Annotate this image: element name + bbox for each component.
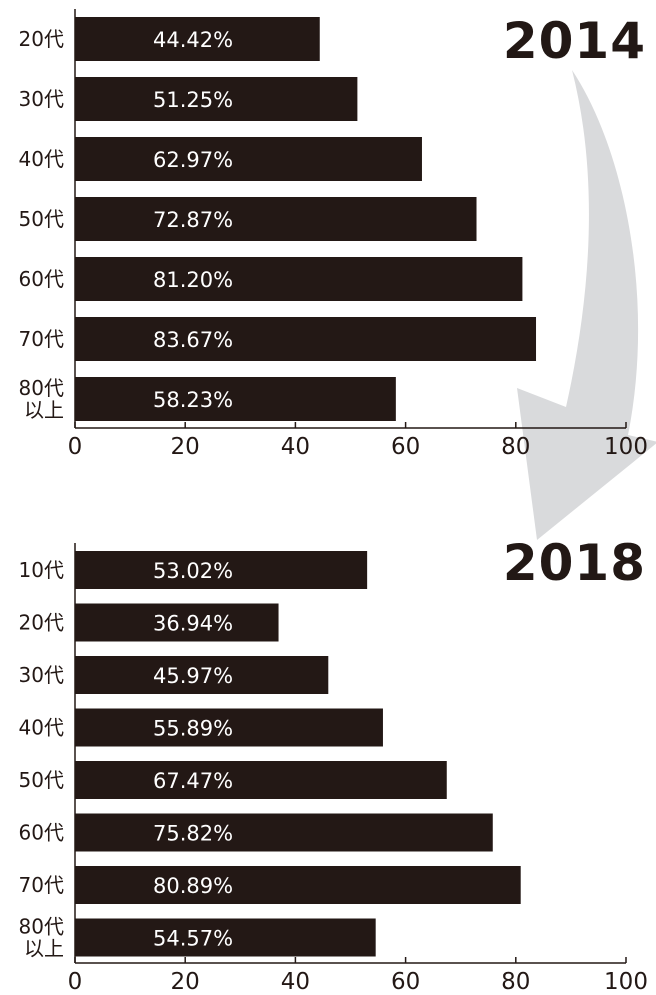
x-tick-label: 0	[68, 434, 83, 460]
bar	[75, 866, 521, 904]
category-label: 20代	[19, 27, 64, 51]
category-label: 70代	[19, 873, 64, 897]
category-label: 20代	[19, 611, 64, 635]
bar	[75, 257, 523, 301]
bar	[75, 813, 493, 852]
bar-value-label: 36.94%	[153, 612, 233, 636]
x-tick-label: 60	[391, 969, 420, 991]
x-tick-label: 100	[604, 434, 648, 460]
category-label: 60代	[19, 267, 64, 291]
bar-value-label: 81.20%	[153, 268, 233, 292]
category-label: 40代	[19, 147, 64, 171]
bar-value-label: 75.82%	[153, 822, 233, 846]
category-label: 50代	[19, 768, 64, 792]
bar-value-label: 80.89%	[153, 874, 233, 898]
x-tick-label: 100	[604, 969, 648, 991]
category-label: 80代以上	[19, 915, 64, 961]
x-tick-label: 60	[391, 434, 420, 460]
curved-down-arrow-icon	[517, 70, 656, 540]
bar	[75, 708, 383, 747]
x-tick-label: 40	[281, 434, 310, 460]
x-tick-label: 20	[171, 434, 200, 460]
bar	[75, 656, 329, 694]
category-label: 60代	[19, 821, 64, 845]
category-label: 80代以上	[19, 376, 64, 422]
bar	[75, 197, 477, 241]
bar	[75, 317, 537, 361]
bar-value-label: 72.87%	[153, 208, 233, 232]
chart-title-2014: 2014	[502, 12, 646, 70]
chart-title-2018: 2018	[502, 534, 646, 592]
bar-value-label: 44.42%	[153, 28, 233, 52]
bar-value-label: 54.57%	[153, 927, 233, 951]
bar	[75, 77, 358, 121]
x-tick-label: 80	[501, 969, 530, 991]
bar-value-label: 58.23%	[153, 388, 233, 412]
bar	[75, 603, 279, 642]
category-label: 40代	[19, 716, 64, 740]
chart-panel-2018: 53.02% 10代 36.94% 20代 45.97% 30代 55.89% 40代 67.4…	[19, 543, 648, 995]
bar-value-label: 53.02%	[153, 559, 233, 583]
category-label: 50代	[19, 207, 64, 231]
bar	[75, 137, 422, 181]
x-tick-label: 20	[171, 969, 200, 991]
category-label: 30代	[19, 87, 64, 111]
category-label: 70代	[19, 327, 64, 351]
x-tick-label: 0	[68, 969, 83, 991]
x-tick-label: 40	[281, 969, 310, 991]
bar-value-label: 55.89%	[153, 717, 233, 741]
bar-value-label: 62.97%	[153, 148, 233, 172]
category-label: 30代	[19, 663, 64, 687]
bar	[75, 761, 447, 799]
bar-value-label: 67.47%	[153, 769, 233, 793]
category-label: 10代	[19, 558, 64, 582]
bar-value-label: 51.25%	[153, 88, 233, 112]
bar	[75, 918, 376, 957]
bar-value-label: 45.97%	[153, 664, 233, 688]
bar	[75, 17, 320, 61]
bar-value-label: 83.67%	[153, 328, 233, 352]
chart-panel-2014: 44.42% 20代 51.25% 30代 62.97% 40代 72.87% 50代 81.2…	[19, 9, 648, 460]
x-tick-label: 80	[501, 434, 530, 460]
bar	[75, 551, 368, 589]
bar	[75, 377, 396, 421]
